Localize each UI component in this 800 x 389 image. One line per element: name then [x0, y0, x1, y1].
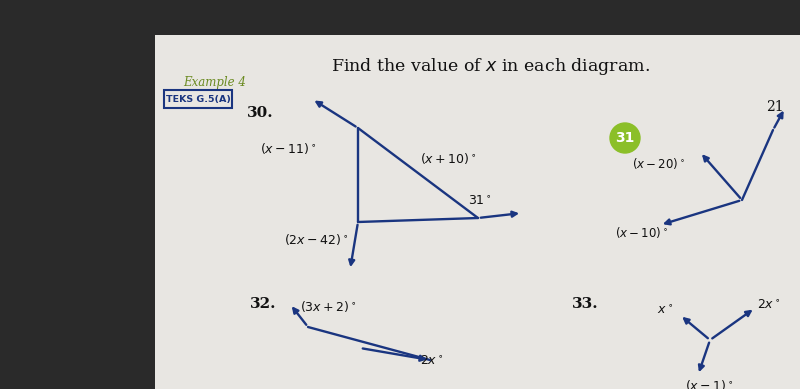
- Text: $(2x - 42)^\circ$: $(2x - 42)^\circ$: [284, 232, 348, 247]
- Text: $2x^\circ$: $2x^\circ$: [420, 355, 444, 368]
- Text: $(x - 11)^\circ$: $(x - 11)^\circ$: [260, 140, 316, 156]
- Text: 21: 21: [766, 100, 784, 114]
- Text: Example 4: Example 4: [183, 75, 246, 89]
- Text: $(x - 10)^\circ$: $(x - 10)^\circ$: [615, 224, 668, 240]
- Text: 30.: 30.: [247, 106, 274, 120]
- Text: TEKS G.5(A): TEKS G.5(A): [166, 95, 230, 103]
- Text: $(x - 1)^\circ$: $(x - 1)^\circ$: [685, 378, 734, 389]
- Text: $x^\circ$: $x^\circ$: [657, 303, 673, 317]
- Text: $2x^\circ$: $2x^\circ$: [757, 298, 781, 312]
- Text: Find the value of $x$ in each diagram.: Find the value of $x$ in each diagram.: [330, 56, 650, 77]
- Text: $(x - 20)^\circ$: $(x - 20)^\circ$: [632, 156, 685, 170]
- Text: 31: 31: [615, 131, 634, 145]
- Text: $31^\circ$: $31^\circ$: [468, 195, 492, 208]
- FancyBboxPatch shape: [155, 35, 800, 389]
- Circle shape: [610, 123, 640, 153]
- Text: 33.: 33.: [572, 297, 598, 311]
- Text: $(x + 10)^\circ$: $(x + 10)^\circ$: [420, 151, 476, 165]
- Text: $(3x + 2)^\circ$: $(3x + 2)^\circ$: [300, 300, 356, 314]
- Text: 32.: 32.: [250, 297, 277, 311]
